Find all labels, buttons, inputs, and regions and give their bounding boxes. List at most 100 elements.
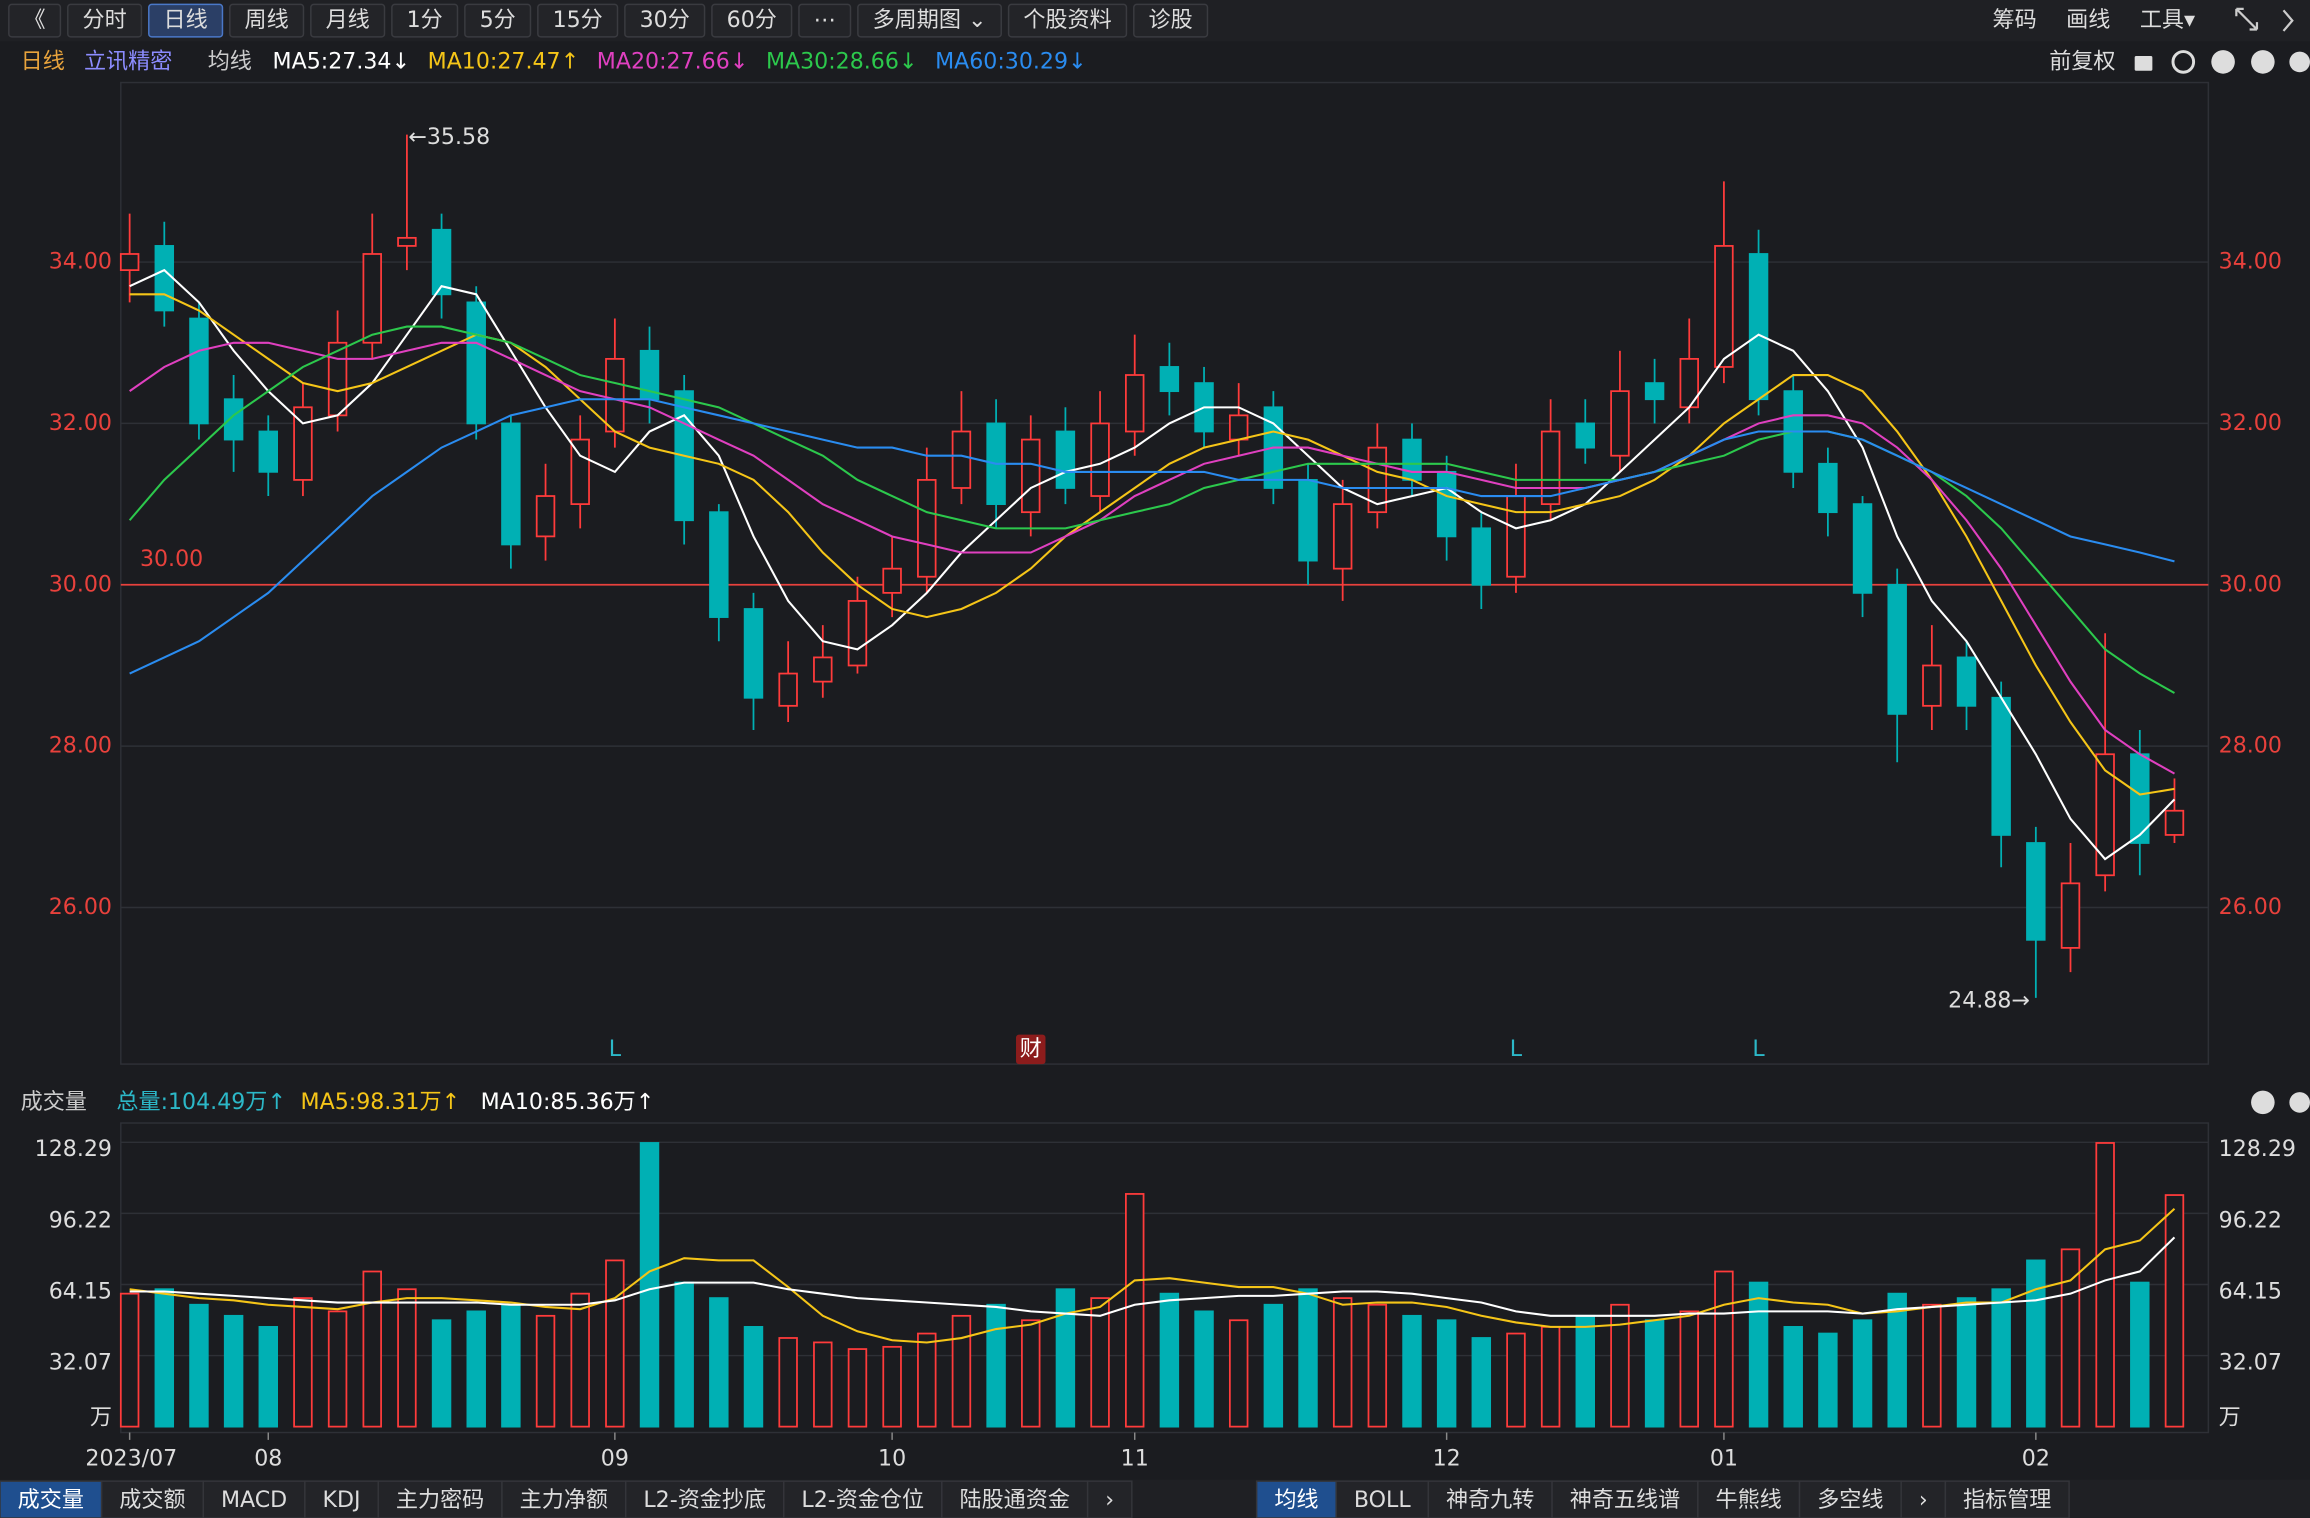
tab[interactable] xyxy=(624,1480,785,1518)
toolbar-button[interactable] xyxy=(310,3,386,38)
toolbar-button-label[interactable]: 《 xyxy=(24,7,46,33)
tab-label[interactable]: MACD xyxy=(221,1487,287,1513)
toolbar-button-label[interactable]: 1分 xyxy=(407,7,443,33)
tab[interactable] xyxy=(377,1480,503,1518)
tab-label[interactable]: 成交量 xyxy=(18,1487,84,1513)
toolbar-right-item[interactable]: 筹码 xyxy=(1993,7,2037,33)
volume-title: 成交量 xyxy=(21,1089,87,1115)
tab-label[interactable]: 陆股通资金 xyxy=(959,1487,1069,1513)
volume-bar xyxy=(397,1288,417,1428)
toolbar-right-item[interactable]: 工具▾ xyxy=(2140,7,2196,33)
tab-label[interactable]: 神奇五线谱 xyxy=(1570,1487,1680,1513)
volume-bar xyxy=(362,1270,382,1428)
fullscreen-icon[interactable] xyxy=(2235,7,2259,31)
candle-body xyxy=(535,495,556,538)
toolbar-right-item[interactable]: 画线 xyxy=(2066,7,2110,33)
tab-label[interactable]: 均线 xyxy=(1274,1487,1318,1513)
tab[interactable] xyxy=(202,1480,306,1518)
tab-label[interactable]: 指标管理 xyxy=(1963,1487,2051,1513)
toolbar-button-label[interactable]: 月线 xyxy=(326,7,370,33)
toolbar-button-label[interactable]: ⋯ xyxy=(814,7,836,33)
close-icon[interactable] xyxy=(2251,1090,2275,1115)
more-icon[interactable] xyxy=(2282,9,2294,32)
ma-line xyxy=(129,341,2175,775)
candle-body xyxy=(1540,430,1561,505)
toolbar-button-label[interactable]: 60分 xyxy=(727,7,777,33)
undo-icon[interactable] xyxy=(2171,50,2196,74)
tab[interactable] xyxy=(1427,1480,1553,1518)
toolbar-button[interactable] xyxy=(624,3,706,38)
toolbar-button-label[interactable]: 诊股 xyxy=(1149,7,1193,33)
adjust-label[interactable]: 前复权 xyxy=(2049,48,2115,74)
toolbar-button[interactable] xyxy=(464,3,532,38)
tab-label[interactable]: L2-资金仓位 xyxy=(801,1487,924,1513)
toolbar-button[interactable] xyxy=(1007,3,1128,38)
volume-settings-icon[interactable] xyxy=(2289,1092,2310,1113)
tab-label[interactable]: 主力净额 xyxy=(520,1487,608,1513)
toolbar-button[interactable] xyxy=(391,3,459,38)
volume-bar xyxy=(674,1281,694,1428)
tab-label[interactable]: 牛熊线 xyxy=(1716,1487,1782,1513)
candle-body xyxy=(1125,374,1145,433)
zoom-in-icon[interactable] xyxy=(2211,50,2235,74)
tab-label[interactable]: › xyxy=(1919,1487,1928,1513)
event-label[interactable]: L xyxy=(609,1036,622,1062)
volume-bar xyxy=(1159,1292,1180,1428)
tab-label[interactable]: › xyxy=(1105,1487,1114,1513)
tab[interactable] xyxy=(1551,1480,1699,1518)
toolbar-button[interactable] xyxy=(537,3,619,38)
volume-tick-label: 96.22 xyxy=(49,1207,112,1233)
toolbar-button[interactable] xyxy=(857,3,1002,38)
toolbar-button-label[interactable]: 15分 xyxy=(553,7,603,33)
toolbar-button[interactable] xyxy=(798,3,852,38)
event-badge[interactable] xyxy=(1016,1034,1046,1065)
tab[interactable] xyxy=(0,1480,103,1518)
candle-body xyxy=(293,406,313,481)
toolbar-button[interactable] xyxy=(148,3,224,38)
toolbar-button[interactable] xyxy=(8,3,62,38)
tab-label[interactable]: 神奇九转 xyxy=(1446,1487,1534,1513)
tab-label[interactable]: KDJ xyxy=(323,1487,361,1513)
event-label[interactable]: 财 xyxy=(1020,1036,1042,1062)
candle-body xyxy=(1506,495,1526,578)
candle-body xyxy=(1090,422,1110,497)
tab-label[interactable]: 成交额 xyxy=(119,1487,185,1513)
toolbar-button-label[interactable]: 5分 xyxy=(480,7,516,33)
toolbar-button-label[interactable]: 30分 xyxy=(640,7,690,33)
y-tick-label: 32.00 xyxy=(49,410,112,436)
toolbar-button-label[interactable]: 周线 xyxy=(245,7,289,33)
toolbar-button-label[interactable]: 日线 xyxy=(164,7,208,33)
candle-body xyxy=(1332,503,1353,570)
toolbar-button[interactable] xyxy=(1133,3,1209,38)
lock-icon[interactable] xyxy=(2134,56,2153,71)
ma-line xyxy=(129,1236,2176,1317)
volume-bar xyxy=(1644,1319,1665,1428)
y-tick-label-right: 28.00 xyxy=(2219,733,2282,759)
tab-label[interactable]: 多空线 xyxy=(1817,1487,1883,1513)
toolbar-button[interactable] xyxy=(229,3,305,38)
tab[interactable] xyxy=(1900,1480,1947,1518)
tab-label[interactable]: BOLL xyxy=(1354,1487,1411,1513)
tab[interactable] xyxy=(1086,1480,1133,1518)
toolbar-button-label[interactable]: 个股资料 xyxy=(1023,7,1111,33)
tab[interactable] xyxy=(783,1480,943,1518)
tab[interactable] xyxy=(1335,1480,1430,1518)
tab[interactable] xyxy=(1798,1480,1902,1518)
volume-bar xyxy=(639,1142,660,1428)
tab-label[interactable]: L2-资金抄底 xyxy=(643,1487,766,1513)
toolbar-button[interactable] xyxy=(711,3,793,38)
toolbar-button[interactable] xyxy=(67,3,143,38)
tab-label[interactable]: 主力密码 xyxy=(396,1487,484,1513)
tab[interactable] xyxy=(941,1480,1089,1518)
tab[interactable] xyxy=(1255,1480,1337,1518)
event-label[interactable]: L xyxy=(1752,1036,1765,1062)
zoom-out-icon[interactable] xyxy=(2251,50,2275,74)
tab[interactable] xyxy=(1944,1480,2070,1518)
event-label[interactable]: L xyxy=(1510,1036,1523,1062)
settings-icon[interactable] xyxy=(2289,51,2310,73)
toolbar-button-label[interactable]: 多周期图 ⌄ xyxy=(873,7,987,33)
tab[interactable] xyxy=(1697,1480,1801,1518)
toolbar-button-label[interactable]: 分时 xyxy=(83,7,127,33)
